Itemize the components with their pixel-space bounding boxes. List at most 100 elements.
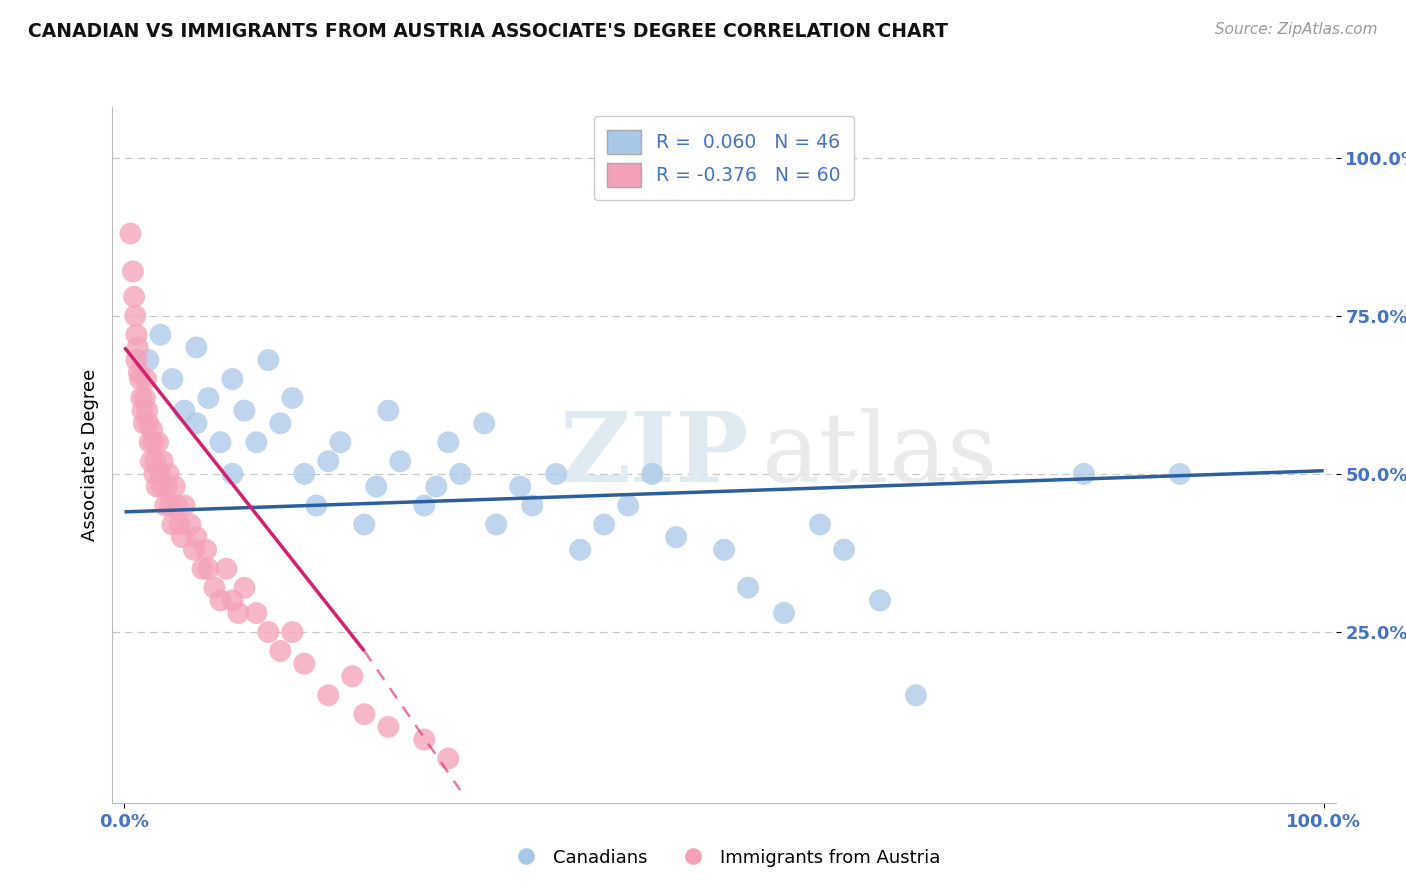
Point xyxy=(353,707,375,722)
Point xyxy=(215,562,238,576)
Point xyxy=(665,530,688,544)
Point xyxy=(546,467,568,481)
Point xyxy=(195,542,218,557)
Point xyxy=(170,530,193,544)
Point xyxy=(145,454,167,468)
Point xyxy=(233,581,256,595)
Point xyxy=(131,403,153,417)
Y-axis label: Associate's Degree: Associate's Degree xyxy=(80,368,98,541)
Point xyxy=(713,542,735,557)
Point xyxy=(245,606,267,620)
Point xyxy=(292,467,315,481)
Point xyxy=(342,669,364,683)
Point xyxy=(136,403,159,417)
Point xyxy=(157,467,180,481)
Point xyxy=(150,479,173,493)
Text: Source: ZipAtlas.com: Source: ZipAtlas.com xyxy=(1215,22,1378,37)
Point xyxy=(472,417,495,431)
Point xyxy=(186,530,208,544)
Point xyxy=(202,581,225,595)
Point xyxy=(173,403,195,417)
Point xyxy=(329,435,352,450)
Point xyxy=(509,479,531,493)
Point xyxy=(162,372,184,386)
Point xyxy=(152,454,174,468)
Point xyxy=(353,517,375,532)
Point xyxy=(121,264,145,278)
Point xyxy=(155,479,177,493)
Point xyxy=(221,467,243,481)
Point xyxy=(173,499,195,513)
Point xyxy=(389,454,412,468)
Point xyxy=(138,435,160,450)
Point xyxy=(141,423,163,437)
Point xyxy=(281,391,304,405)
Point xyxy=(808,517,831,532)
Point xyxy=(569,542,592,557)
Point xyxy=(485,517,508,532)
Point xyxy=(257,353,280,368)
Point xyxy=(135,372,157,386)
Text: atlas: atlas xyxy=(761,408,997,502)
Point xyxy=(186,417,208,431)
Point xyxy=(149,327,172,342)
Point xyxy=(138,353,160,368)
Point xyxy=(127,340,149,354)
Point xyxy=(522,499,544,513)
Point xyxy=(233,403,256,417)
Point xyxy=(257,625,280,640)
Point xyxy=(318,454,340,468)
Point xyxy=(366,479,388,493)
Point xyxy=(269,417,291,431)
Point xyxy=(197,391,219,405)
Point xyxy=(129,372,152,386)
Point xyxy=(125,353,148,368)
Point xyxy=(413,499,436,513)
Point xyxy=(377,720,399,734)
Point xyxy=(1168,467,1191,481)
Point xyxy=(149,467,172,481)
Point xyxy=(245,435,267,450)
Point xyxy=(737,581,759,595)
Point xyxy=(832,542,855,557)
Point xyxy=(143,467,166,481)
Point xyxy=(159,499,181,513)
Point xyxy=(179,517,201,532)
Point xyxy=(129,391,152,405)
Point xyxy=(377,403,399,417)
Point xyxy=(425,479,447,493)
Text: CANADIAN VS IMMIGRANTS FROM AUSTRIA ASSOCIATE'S DEGREE CORRELATION CHART: CANADIAN VS IMMIGRANTS FROM AUSTRIA ASSO… xyxy=(28,22,948,41)
Point xyxy=(134,391,156,405)
Point xyxy=(166,499,188,513)
Point xyxy=(269,644,291,658)
Point xyxy=(139,454,162,468)
Point xyxy=(132,417,155,431)
Point xyxy=(209,593,232,607)
Point xyxy=(292,657,315,671)
Point xyxy=(209,435,232,450)
Point xyxy=(305,499,328,513)
Legend: Canadians, Immigrants from Austria: Canadians, Immigrants from Austria xyxy=(501,841,948,874)
Point xyxy=(183,542,205,557)
Point xyxy=(228,606,250,620)
Text: ZIP: ZIP xyxy=(560,408,748,502)
Point xyxy=(197,562,219,576)
Point xyxy=(122,290,145,304)
Point xyxy=(142,435,165,450)
Point xyxy=(125,327,148,342)
Point xyxy=(169,517,191,532)
Point xyxy=(617,499,640,513)
Point xyxy=(1073,467,1095,481)
Point xyxy=(191,562,214,576)
Point xyxy=(128,366,150,380)
Point xyxy=(146,435,169,450)
Point xyxy=(124,309,146,323)
Point xyxy=(120,227,142,241)
Point xyxy=(162,517,184,532)
Point xyxy=(221,372,243,386)
Point xyxy=(221,593,243,607)
Point xyxy=(413,732,436,747)
Point xyxy=(773,606,796,620)
Point xyxy=(593,517,616,532)
Point xyxy=(146,479,169,493)
